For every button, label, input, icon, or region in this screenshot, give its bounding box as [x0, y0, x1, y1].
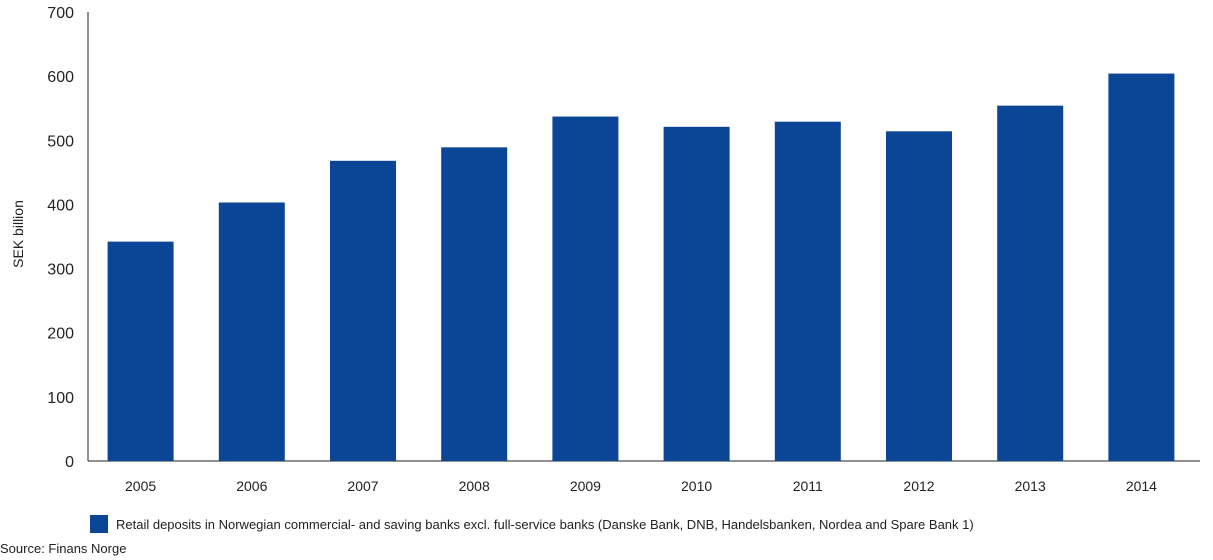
legend-label: Retail deposits in Norwegian commercial-…: [116, 516, 974, 532]
bar-2014: [1108, 73, 1175, 461]
x-tick-label: 2009: [570, 478, 601, 494]
bars-group: [107, 73, 1175, 462]
x-tick-label: 2005: [125, 478, 156, 494]
bar-2007: [330, 160, 396, 461]
x-tick-label: 2010: [681, 478, 712, 494]
x-tick-label: 2011: [793, 478, 823, 494]
x-tick-label: 2012: [903, 478, 934, 494]
source-note: Source: Finans Norge: [0, 541, 127, 556]
x-tick-label: 2008: [459, 478, 490, 494]
y-tick-label: 600: [47, 69, 74, 86]
x-tick-label: 2013: [1015, 478, 1046, 494]
y-tick-label: 100: [47, 390, 74, 407]
bar-2005: [107, 241, 174, 461]
y-tick-label: 300: [47, 262, 74, 279]
bar-2008: [441, 147, 508, 461]
y-tick-label: 500: [47, 133, 74, 150]
x-tick-label: 2006: [236, 478, 267, 494]
bar-2012: [886, 131, 952, 461]
x-tick-label: 2007: [347, 478, 378, 494]
y-axis-label: SEK billion: [10, 200, 26, 268]
bar-2013: [997, 105, 1064, 462]
x-axis-ticks: 2005 2006 2007 2008 2009 2010 2011 2012 2013 2014: [125, 478, 1157, 494]
x-tick-label: 2014: [1126, 478, 1157, 494]
y-tick-label: 700: [47, 5, 74, 22]
y-tick-label: 200: [47, 326, 74, 343]
bar-2009: [552, 116, 619, 461]
y-tick-label: 400: [47, 197, 74, 214]
legend: Retail deposits in Norwegian commercial-…: [90, 515, 974, 533]
legend-swatch: [90, 515, 108, 533]
bar-2010: [663, 126, 730, 462]
y-axis-ticks: 0 100 200 300 400 500 600 700: [47, 5, 74, 471]
bar-2006: [218, 202, 285, 462]
y-tick-label: 0: [65, 454, 74, 471]
bar-2011: [774, 121, 841, 461]
